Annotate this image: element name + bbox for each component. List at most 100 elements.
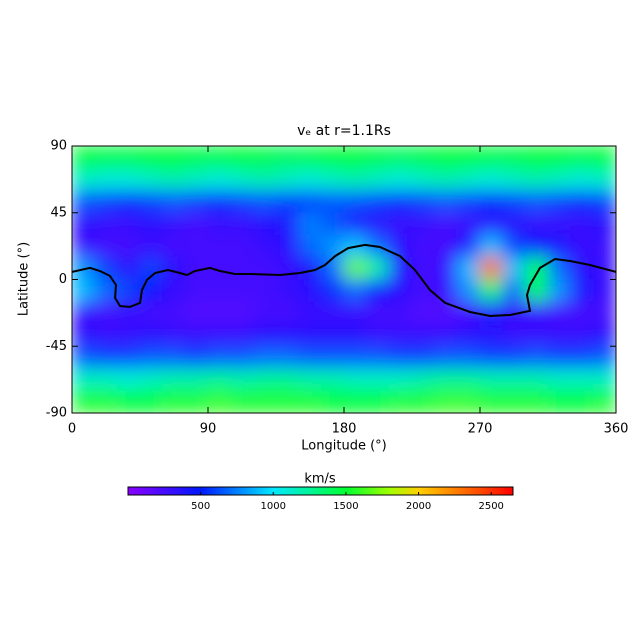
heatmap-cell [502,190,526,214]
heatmap-cell [252,279,277,303]
heatmap-cell [252,368,277,392]
heatmap-cell [72,345,96,369]
heatmap-cell [343,368,368,392]
heatmap-cell [72,301,96,325]
heatmap-cell [298,190,322,214]
heatmap-cell [343,256,368,280]
heatmap-cell [479,279,504,303]
heatmap-cell [94,256,118,280]
heatmap-cell [320,323,345,347]
heatmap-cell [298,301,322,325]
heatmap-cell [479,146,504,169]
heatmap-cell [139,234,164,258]
heatmap-cell [139,190,164,214]
heatmap-cell [411,390,436,413]
heatmap-cell [343,212,368,236]
heatmap-cell [434,212,458,236]
heatmap-cell [388,234,413,258]
heatmap-cell [139,345,164,369]
heatmap-cell [298,146,322,169]
heatmap-cell [411,212,436,236]
heatmap-cell [592,146,616,169]
heatmap-cell [207,279,232,303]
heatmap-cell [479,368,504,392]
heatmap-cell [116,146,141,169]
heatmap-cell [252,190,277,214]
heatmap-cell [570,345,594,369]
heatmap-cell [411,323,436,347]
heatmap-cell [366,256,390,280]
heatmap-cell [388,256,413,280]
heatmap-cell [570,279,594,303]
heatmap-cell [184,301,209,325]
heatmap-cell [207,368,232,392]
heatmap-cell [479,345,504,369]
heatmap-cell [207,234,232,258]
heatmap-cell [547,301,572,325]
heatmap-cell [320,256,345,280]
heatmap-cell [434,368,458,392]
colorbar-tick-label: 500 [191,501,210,512]
heatmap-cell [411,190,436,214]
heatmap-cell [72,190,96,214]
heatmap-cell [94,345,118,369]
heatmap-cell [434,301,458,325]
heatmap-cell [275,323,300,347]
heatmap-cell [388,368,413,392]
heatmap-cell [434,345,458,369]
heatmap-cell [320,368,345,392]
heatmap-cell [139,279,164,303]
heatmap-cell [162,301,186,325]
heatmap-cell [479,190,504,214]
heatmap-cell [456,368,481,392]
heatmap-cell [434,190,458,214]
heatmap-cell [162,323,186,347]
heatmap-cell [570,234,594,258]
heatmap-cell [388,345,413,369]
heatmap-cell [252,390,277,413]
heatmap-cell [547,256,572,280]
heatmap-cell [230,190,254,214]
heatmap-cell [139,212,164,236]
heatmap-cell [139,390,164,413]
heatmap-cell [411,167,436,191]
heatmap-cell [592,368,616,392]
colorbar-label: km/s [304,472,336,487]
heatmap-cell [116,368,141,392]
heatmap-cell [207,301,232,325]
heatmap-cell [230,345,254,369]
heatmap-cell [162,345,186,369]
heatmap-cell [230,279,254,303]
heatmap-cell [184,167,209,191]
heatmap-cell [162,212,186,236]
heatmap-cell [184,279,209,303]
heatmap-cell [456,167,481,191]
heatmap-cell [139,323,164,347]
heatmap-cell [479,256,504,280]
heatmap-cell [570,167,594,191]
heatmap-cell [184,146,209,169]
heatmap-cell [94,212,118,236]
heatmap-cell [162,190,186,214]
heatmap-cell [547,167,572,191]
heatmap-cell [184,323,209,347]
heatmap-cell [388,301,413,325]
heatmap-cell [320,390,345,413]
heatmap-cell [592,279,616,303]
heatmap-cell [275,279,300,303]
heatmap-cell [547,234,572,258]
heatmap-cell [184,368,209,392]
heatmap-cell [320,301,345,325]
heatmap-cell [72,368,96,392]
heatmap-cell [411,146,436,169]
heatmap-cell [547,323,572,347]
heatmap-cell [207,146,232,169]
heatmap-cell [230,146,254,169]
heatmap-cell [320,234,345,258]
y-tick-label: 90 [50,139,67,154]
heatmap-cell [388,212,413,236]
heatmap-cell [72,146,96,169]
colorbar-tick-label: 1000 [261,501,286,512]
heatmap-cell [184,345,209,369]
heatmap-cell [479,212,504,236]
